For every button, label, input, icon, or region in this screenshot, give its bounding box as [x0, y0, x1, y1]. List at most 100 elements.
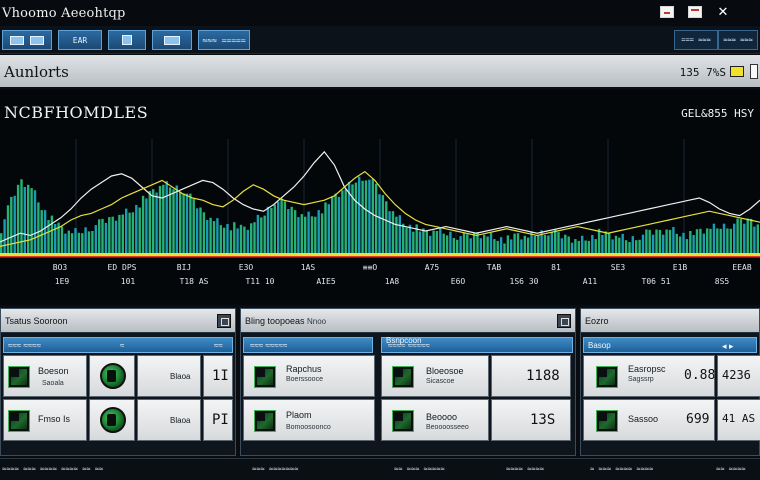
area-bar: [706, 228, 709, 253]
area-chart[interactable]: [0, 139, 760, 261]
minimize-icon[interactable]: [660, 6, 674, 18]
area-bar: [736, 218, 739, 253]
area-bar: [526, 237, 530, 253]
item-title: Plaom: [286, 410, 312, 420]
toolbar-menu-button[interactable]: ≈≈≈ =====: [198, 30, 250, 50]
panel-subheader: Basop ◂ ▸: [583, 337, 757, 353]
area-bar: [601, 235, 604, 253]
expand-icon[interactable]: [557, 314, 571, 328]
maximize-icon[interactable]: [688, 6, 702, 18]
status-badge[interactable]: [730, 66, 744, 77]
area-bar: [658, 229, 662, 253]
toolbar-right-button-1[interactable]: === ≈≈≈: [674, 30, 718, 50]
area-bar: [564, 234, 567, 253]
tick-label: T18 AS: [179, 277, 209, 286]
area-bar: [716, 228, 719, 253]
area-bar: [462, 232, 466, 253]
expand-icon[interactable]: [217, 314, 231, 328]
area-bar: [189, 193, 192, 253]
devices-panel: Bling toopoeas Nnoo ≈≈≈ ≈≈≈≈≈ ≈≈≈≈ ≈≈≈≈≈…: [240, 308, 576, 456]
area-bar: [20, 179, 23, 253]
panel-header: Eozro: [581, 309, 759, 333]
area-bar: [81, 233, 84, 253]
list-item[interactable]: Easropsc Sagssrp 0.88: [583, 355, 715, 397]
area-bar: [371, 178, 374, 253]
scroll-handle[interactable]: [750, 64, 758, 79]
list-item[interactable]: Plaom Bomoosoonco: [243, 399, 375, 441]
area-bar: [662, 234, 665, 253]
area-bar: [743, 223, 746, 253]
area-bar: [537, 235, 540, 253]
area-bar: [47, 220, 50, 253]
area-bar: [611, 239, 614, 253]
item-subtitle: Beoooosseeo: [426, 424, 469, 431]
tick-labels-row-2: 1E9 101 T18 AS T11 10 AIE5 1A8 E6O 1S6 30 A11 T06…: [0, 277, 760, 289]
area-bar: [726, 228, 729, 253]
list-item[interactable]: Fmso Is: [3, 399, 87, 441]
device-icon: [8, 366, 30, 388]
item-title: Sassoo: [628, 414, 659, 424]
area-bar: [456, 239, 459, 253]
column-header: ≈≈: [214, 341, 223, 350]
area-bar: [533, 235, 537, 253]
area-bar: [87, 231, 91, 253]
panel-title: Bling toopoeas: [245, 316, 305, 326]
area-bar: [101, 218, 104, 253]
device-icon: [596, 410, 618, 432]
toolbar-right-button-2[interactable]: ≈≈≈ ≈≈≈: [718, 30, 758, 50]
area-bar: [543, 235, 547, 253]
area-bar: [719, 228, 722, 253]
tick-label: A75: [424, 263, 440, 272]
status-bar: ≈≈≈≈ ≈≈≈ ≈≈≈≈ ≈≈≈≈ ≈≈ ≈≈ ≈≈≈ ≈≈≈≈≈≈≈ ≈≈ …: [0, 458, 760, 480]
area-bar: [381, 195, 385, 253]
area-bar: [702, 233, 705, 253]
device-icon: [596, 366, 618, 388]
list-item[interactable]: Boeson Saoala: [3, 355, 87, 397]
area-bar: [250, 223, 253, 253]
window-title: Vhoomo Aeeohtqp: [2, 5, 126, 21]
area-bar: [746, 218, 749, 253]
panel-header: Bling toopoeas Nnoo: [241, 309, 575, 333]
list-item[interactable]: Rapchus Boerssooce: [243, 355, 375, 397]
area-bar: [246, 229, 249, 253]
list-item[interactable]: Bloeosoe Sicascoe: [381, 355, 489, 397]
area-bar: [452, 238, 455, 253]
area-bar: [266, 206, 270, 253]
area-bar: [128, 212, 131, 253]
area-bar: [327, 204, 330, 253]
list-item[interactable]: [89, 355, 135, 397]
list-item[interactable]: Beoooo Beoooosseeo: [381, 399, 489, 441]
area-bar: [739, 218, 743, 253]
tick-label: E1B: [672, 263, 688, 272]
toolbar-download-button[interactable]: [108, 30, 146, 50]
item-label: Blaoa: [170, 416, 191, 425]
area-bar: [712, 223, 716, 253]
area-bar: [77, 232, 81, 253]
area-bar: [466, 234, 469, 253]
item-subtitle: Sicascoe: [426, 378, 455, 385]
toolbar-list-button[interactable]: [152, 30, 192, 50]
toolbar-window-button[interactable]: [2, 30, 52, 50]
section-value: 135 7%S: [679, 66, 726, 79]
area-bar: [692, 235, 695, 253]
close-icon[interactable]: ✕: [717, 4, 729, 19]
item-title: Boeson: [38, 366, 69, 376]
chart-title: NCBFHOMDLES: [4, 103, 149, 122]
area-bar: [216, 218, 219, 253]
toolbar-ear-button[interactable]: EAR: [58, 30, 102, 50]
area-bar: [98, 219, 101, 253]
area-bar: [3, 219, 6, 253]
status-text: ≈≈≈≈ ≈≈≈≈: [506, 465, 544, 473]
toolbar-menu-label: ≈≈≈ =====: [202, 35, 246, 45]
area-bar: [472, 232, 476, 253]
area-bar: [388, 211, 391, 253]
list-item[interactable]: [89, 399, 135, 441]
area-bar: [415, 224, 418, 253]
list-item[interactable]: Sassoo 699: [583, 399, 715, 441]
area-bar: [418, 231, 422, 253]
area-bar: [405, 227, 408, 253]
area-bar: [37, 202, 40, 253]
area-bar: [587, 240, 591, 253]
area-bar: [226, 224, 229, 253]
area-bar: [152, 189, 155, 253]
